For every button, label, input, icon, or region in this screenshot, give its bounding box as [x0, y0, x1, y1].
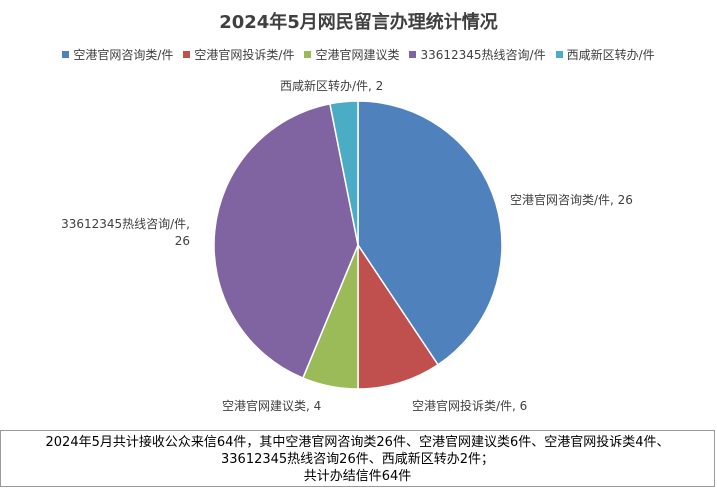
summary-line-3: 共计办结信件64件 — [303, 469, 412, 484]
legend-label: 西咸新区转办/件 — [566, 48, 655, 62]
legend: 空港官网咨询类/件 空港官网投诉类/件 空港官网建议类 33612345热线咨询… — [0, 46, 717, 63]
legend-item-hotline: 33612345热线咨询/件 — [409, 46, 546, 63]
data-label: 33612345热线咨询/件, 26 — [61, 216, 190, 248]
legend-label: 空港官网建议类 — [315, 48, 400, 62]
data-label: 西咸新区转办/件, 2 — [280, 78, 383, 93]
data-label: 空港官网投诉类/件, 6 — [412, 398, 527, 413]
legend-item-kg-consult: 空港官网咨询类/件 — [62, 46, 173, 63]
legend-item-xixian: 西咸新区转办/件 — [555, 46, 655, 63]
chart-title: 2024年5月网民留言办理统计情况 — [219, 12, 498, 33]
legend-label: 33612345热线咨询/件 — [420, 48, 546, 62]
legend-swatch — [555, 51, 563, 58]
summary-note: 2024年5月共计接收公众来信64件，其中空港官网咨询类26件、空港官网建议类6… — [0, 430, 715, 487]
slice-xixian — [329, 100, 359, 246]
data-label: 空港官网建议类, 4 — [222, 398, 321, 413]
legend-label: 空港官网咨询类/件 — [73, 48, 174, 62]
slice-hotline — [213, 102, 359, 380]
slice-kg-complaint — [357, 242, 440, 390]
chart-area: 2024年5月网民留言办理统计情况 空港官网咨询类/件 空港官网投诉类/件 空港… — [0, 12, 717, 413]
summary-line-1: 2024年5月共计接收公众来信64件，其中空港官网咨询类26件、空港官网建议类6… — [45, 435, 670, 450]
data-label: 空港官网咨询类/件, 26 — [510, 192, 633, 207]
legend-swatch — [304, 51, 312, 58]
legend-swatch — [409, 51, 417, 58]
legend-swatch — [62, 51, 70, 58]
legend-item-kg-complaint: 空港官网投诉类/件 — [183, 46, 294, 63]
legend-item-kg-suggestion: 空港官网建议类 — [304, 46, 399, 63]
summary-line-2: 33612345热线咨询26件、西咸新区转办2件； — [221, 452, 494, 467]
legend-label: 空港官网投诉类/件 — [194, 48, 295, 62]
pie-chart: 空港官网咨询类/件, 26 空港官网投诉类/件, 6 空港官网建议类, 4 33612… — [61, 78, 633, 413]
legend-swatch — [183, 51, 191, 58]
